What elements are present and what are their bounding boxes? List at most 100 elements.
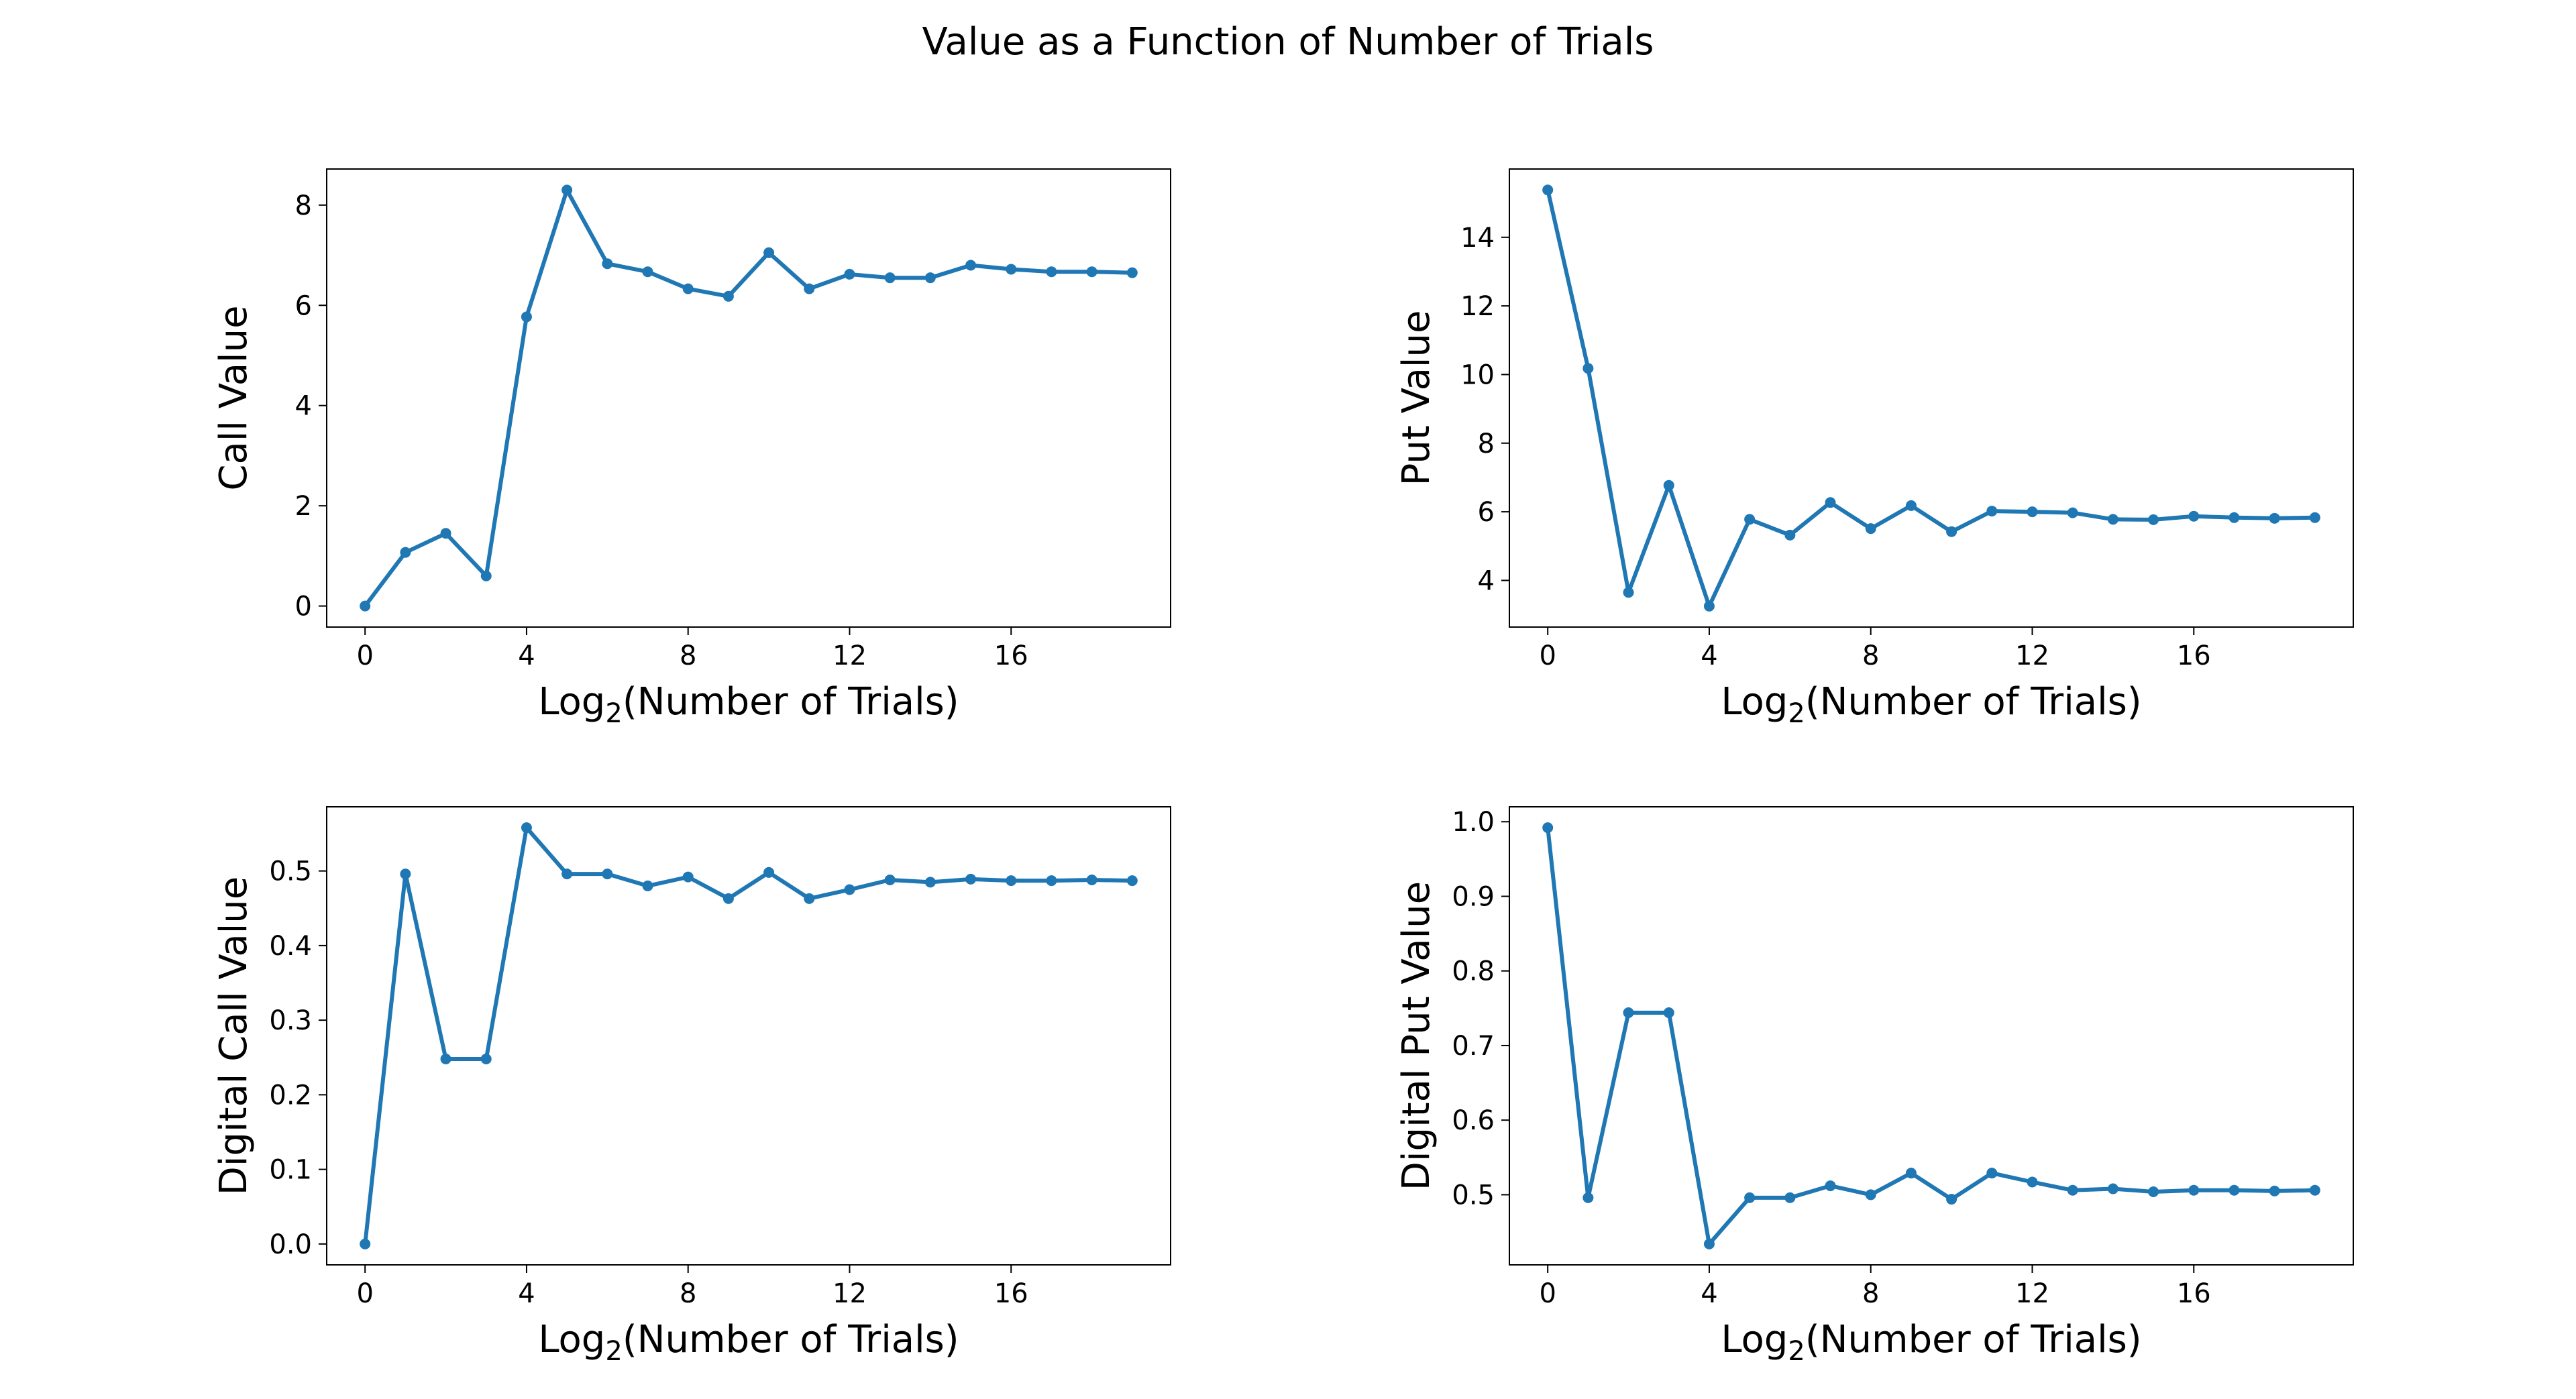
- digital-put-y-tick-label: 0.8: [1452, 956, 1495, 987]
- digital-put-data-point: [1986, 1168, 1998, 1179]
- call-data-point: [722, 290, 734, 302]
- call-data-point: [440, 528, 451, 539]
- digital-call-x-tick-label: 12: [833, 1278, 867, 1309]
- digital-put-y-tick-label: 1.0: [1452, 807, 1495, 838]
- put-x-tick-label: 0: [1539, 640, 1556, 671]
- put-y-tick-label: 4: [1478, 565, 1495, 596]
- call-data-point: [1086, 266, 1097, 278]
- put-data-point: [1825, 497, 1836, 508]
- put-x-tick-label: 16: [2177, 640, 2211, 671]
- call-x-axis-label: Log2(Number of Trials): [538, 680, 959, 729]
- digital-put-data-point: [1784, 1192, 1796, 1203]
- call-y-tick-label: 4: [295, 391, 312, 422]
- call-data-point: [480, 570, 492, 581]
- digital-call-data-point: [1086, 875, 1097, 886]
- digital-call-x-axis-label: Log2(Number of Trials): [538, 1318, 959, 1367]
- call-data-point: [844, 268, 855, 280]
- call-data-point: [884, 272, 896, 284]
- digital-put-y-tick-label: 0.9: [1452, 881, 1495, 912]
- digital-put-data-point: [1744, 1192, 1756, 1203]
- digital-put-data-point: [2188, 1184, 2200, 1196]
- digital-put-axes-frame: [1509, 806, 2354, 1266]
- digital-call-data-point: [561, 869, 573, 880]
- put-data-point: [1623, 587, 1634, 598]
- digital-call-data-point: [1126, 875, 1138, 887]
- digital-call-data-point: [804, 893, 815, 904]
- put-data-point: [2309, 512, 2320, 523]
- call-data-point: [360, 600, 371, 612]
- digital-put-x-tick-label: 4: [1701, 1278, 1717, 1309]
- put-data-point: [2107, 514, 2118, 525]
- call-data-point: [400, 547, 411, 558]
- digital-put-series-line: [1546, 826, 2317, 1246]
- digital-call-y-tick-label: 0.5: [269, 856, 312, 887]
- digital-call-axes-frame: [326, 806, 1171, 1266]
- call-axes-frame: [326, 168, 1171, 628]
- put-y-tick-label: 10: [1460, 359, 1495, 390]
- digital-put-data-point: [2067, 1184, 2078, 1196]
- put-axes-frame: [1509, 168, 2354, 628]
- call-data-point: [561, 184, 573, 196]
- digital-put-y-tick-label: 0.6: [1452, 1105, 1495, 1136]
- put-data-point: [2148, 514, 2159, 525]
- digital-put-y-tick-label: 0.5: [1452, 1180, 1495, 1211]
- digital-put-x-tick-label: 16: [2177, 1278, 2211, 1309]
- digital-call-series-line: [363, 826, 1134, 1246]
- digital-call-data-point: [763, 866, 775, 878]
- digital-call-y-axis-label: Digital Call Value: [212, 877, 256, 1196]
- call-data-point: [1006, 264, 1017, 275]
- digital-call-x-tick-label: 8: [680, 1278, 696, 1309]
- digital-call-data-point: [965, 873, 977, 885]
- put-y-tick-label: 14: [1460, 223, 1495, 254]
- call-y-tick-label: 2: [295, 491, 312, 522]
- put-data-point: [2067, 507, 2078, 518]
- digital-call-data-point: [360, 1238, 371, 1249]
- figure-title: Value as a Function of Number of Trials: [922, 20, 1654, 64]
- call-y-tick-label: 0: [295, 592, 312, 622]
- digital-put-data-point: [1542, 822, 1554, 834]
- put-data-point: [1582, 363, 1594, 374]
- call-data-point: [924, 272, 936, 284]
- call-y-tick-label: 6: [295, 290, 312, 321]
- digital-call-x-tick-label: 0: [356, 1278, 373, 1309]
- digital-call-data-point: [521, 822, 532, 834]
- put-data-point: [2188, 510, 2200, 522]
- call-y-tick-label: 8: [295, 190, 312, 221]
- call-data-point: [763, 247, 775, 258]
- call-data-point: [602, 258, 613, 270]
- put-x-tick-label: 8: [1862, 640, 1879, 671]
- digital-call-y-tick-label: 0.1: [269, 1155, 312, 1186]
- digital-call-data-point: [682, 871, 694, 883]
- digital-put-data-point: [1663, 1007, 1674, 1019]
- digital-call-data-point: [440, 1053, 451, 1064]
- digital-put-data-point: [1582, 1192, 1594, 1203]
- call-data-point: [965, 260, 977, 271]
- digital-put-data-point: [1623, 1007, 1634, 1019]
- put-data-point: [1663, 480, 1674, 491]
- digital-call-data-point: [924, 877, 936, 888]
- digital-call-data-point: [722, 893, 734, 904]
- digital-call-data-point: [1046, 875, 1057, 887]
- digital-call-data-point: [480, 1053, 492, 1064]
- put-x-tick-label: 4: [1701, 640, 1717, 671]
- put-y-tick-label: 6: [1478, 497, 1495, 528]
- put-data-point: [2269, 512, 2280, 524]
- digital-put-y-axis-label: Digital Put Value: [1395, 881, 1438, 1190]
- digital-call-y-tick-label: 0.0: [269, 1229, 312, 1260]
- digital-put-data-point: [1865, 1189, 1876, 1200]
- put-data-point: [1542, 184, 1554, 196]
- digital-put-data-point: [1703, 1238, 1715, 1249]
- call-x-tick-label: 8: [680, 640, 696, 671]
- call-x-tick-label: 0: [356, 640, 373, 671]
- digital-call-y-tick-label: 0.3: [269, 1005, 312, 1036]
- digital-put-x-tick-label: 0: [1539, 1278, 1556, 1309]
- digital-call-data-point: [844, 884, 855, 895]
- put-data-point: [1986, 506, 1998, 517]
- put-series-line: [1546, 188, 2317, 608]
- digital-put-data-point: [2269, 1185, 2280, 1196]
- digital-put-x-tick-label: 12: [2015, 1278, 2049, 1309]
- put-data-point: [1703, 600, 1715, 612]
- digital-call-data-point: [400, 869, 411, 880]
- digital-put-x-axis-label: Log2(Number of Trials): [1721, 1318, 2141, 1367]
